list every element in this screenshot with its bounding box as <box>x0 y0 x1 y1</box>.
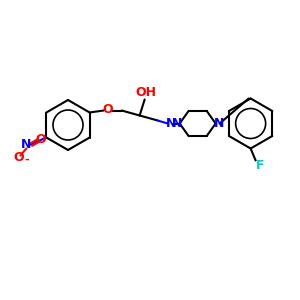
Text: F: F <box>255 159 264 172</box>
Text: N: N <box>166 117 176 130</box>
Text: O: O <box>35 133 46 146</box>
Text: -: - <box>24 154 29 164</box>
Text: OH: OH <box>135 86 156 99</box>
Text: O: O <box>13 151 24 164</box>
Text: N: N <box>21 138 32 151</box>
Text: O: O <box>102 103 113 116</box>
Text: N: N <box>172 117 182 130</box>
Text: N: N <box>214 117 224 130</box>
